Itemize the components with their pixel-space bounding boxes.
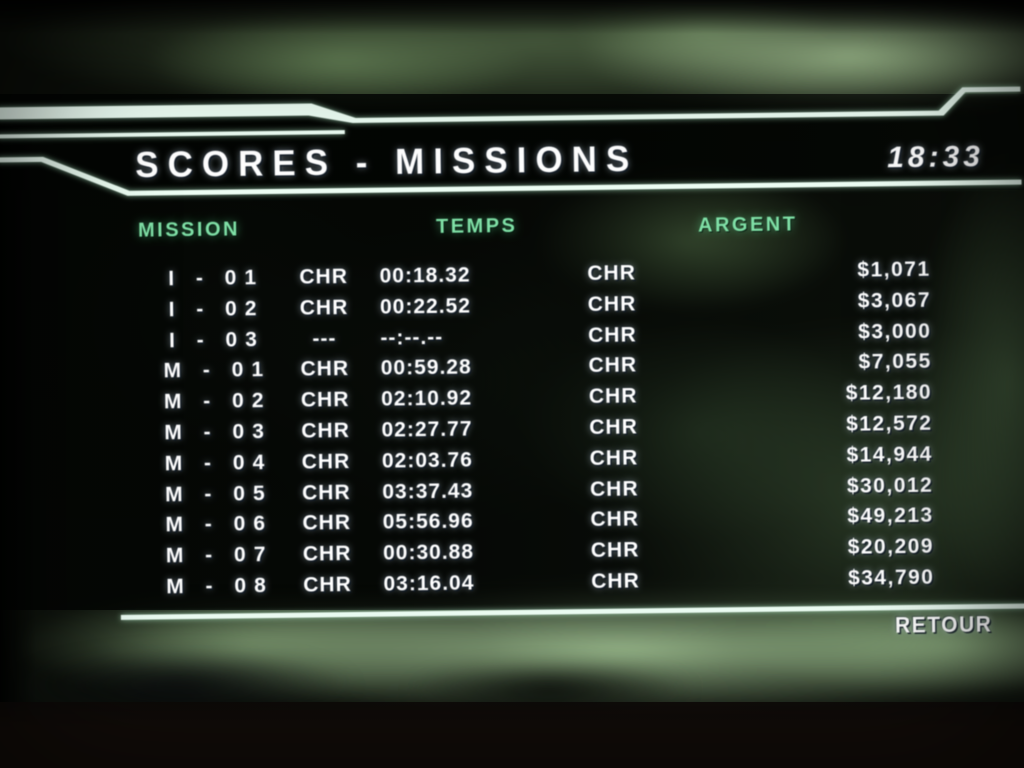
top-sub-line xyxy=(0,130,345,139)
top-band-decoration xyxy=(0,86,1021,123)
title-underline xyxy=(0,156,1022,196)
bottom-edge-shadow xyxy=(0,702,1024,768)
left-edge-shadow xyxy=(0,110,36,768)
table-dim-overlay xyxy=(0,190,1024,610)
bottom-divider-line xyxy=(120,603,1024,620)
top-edge-shadow xyxy=(0,0,1024,34)
